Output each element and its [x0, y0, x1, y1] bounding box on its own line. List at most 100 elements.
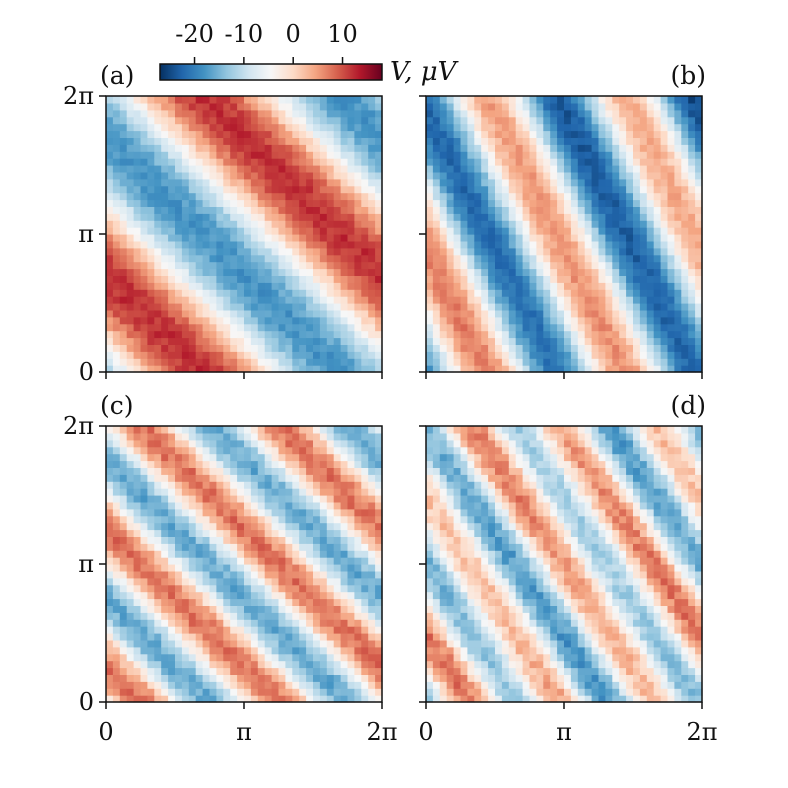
heatmap-cell [453, 358, 462, 366]
heatmap-cell [147, 316, 155, 325]
heatmap-cell [292, 351, 300, 359]
heatmap-cell [188, 303, 197, 311]
heatmap-cell [577, 358, 586, 366]
heatmap-cell [140, 612, 148, 620]
heatmap-cell [426, 358, 434, 366]
heatmap-cell [446, 96, 455, 104]
heatmap-cell [209, 116, 217, 125]
heatmap-cell [175, 667, 183, 675]
heatmap-cell [223, 151, 231, 159]
heatmap-cell [653, 234, 662, 242]
heatmap-cell [467, 268, 475, 276]
heatmap-cell [126, 144, 135, 152]
heatmap-cell [347, 109, 355, 118]
heatmap-cell [292, 577, 300, 586]
heatmap-cell [439, 543, 448, 551]
heatmap-cell [216, 453, 224, 462]
heatmap-cell [598, 178, 606, 187]
heatmap-cell [299, 522, 307, 531]
heatmap-cell [340, 432, 349, 441]
heatmap-cell [230, 116, 238, 125]
heatmap-cell [147, 206, 155, 214]
heatmap-cell [299, 605, 307, 613]
heatmap-cell [278, 220, 286, 228]
heatmap-cell [126, 564, 135, 572]
heatmap-cell [460, 268, 468, 276]
heatmap-cell [653, 323, 662, 332]
heatmap-cell [667, 261, 675, 270]
heatmap-cell [285, 282, 293, 290]
heatmap-cell [244, 268, 252, 276]
heatmap-cell [237, 695, 245, 703]
heatmap-cell [154, 337, 162, 345]
heatmap-cell [271, 358, 280, 366]
heatmap-cell [209, 467, 217, 475]
heatmap-cell [319, 96, 328, 104]
heatmap-cell [168, 508, 176, 517]
heatmap-cell [605, 351, 613, 359]
heatmap-cell [426, 261, 434, 270]
heatmap-cell [181, 508, 190, 517]
heatmap-cell [195, 282, 204, 290]
heatmap-cell [543, 303, 551, 311]
heatmap-cell [285, 96, 293, 104]
heatmap-cell [474, 199, 482, 207]
heatmap-cell [681, 116, 689, 125]
heatmap-cell [106, 365, 114, 373]
heatmap-cell [660, 330, 669, 339]
heatmap-cell [326, 646, 335, 655]
heatmap-cell [202, 158, 211, 166]
heatmap-cell [195, 536, 204, 544]
heatmap-cell [244, 261, 252, 270]
heatmap-cell [223, 439, 231, 448]
heatmap-cell [446, 474, 455, 482]
heatmap-cell [195, 688, 204, 696]
heatmap-cell [223, 612, 231, 620]
heatmap-cell [639, 192, 648, 201]
heatmap-cell [195, 577, 204, 586]
heatmap-cell [529, 365, 537, 373]
heatmap-cell [626, 296, 634, 304]
heatmap-cell [140, 275, 148, 283]
heatmap-cell [495, 316, 503, 325]
heatmap-cell [439, 446, 448, 455]
heatmap-cell [375, 337, 383, 345]
heatmap-cell [230, 130, 238, 138]
heatmap-cell [195, 358, 204, 366]
heatmap-cell [326, 316, 335, 325]
heatmap-cell [577, 337, 586, 345]
heatmap-cell [168, 488, 176, 496]
heatmap-cell [133, 529, 142, 537]
heatmap-cell [354, 344, 362, 352]
heatmap-cell [250, 254, 259, 263]
heatmap-cell [508, 102, 517, 111]
heatmap-cell [446, 158, 455, 166]
heatmap-cell [481, 109, 489, 118]
heatmap-cell [244, 653, 252, 662]
heatmap-cell [453, 247, 462, 256]
heatmap-cell [209, 426, 217, 434]
heatmap-cell [126, 344, 135, 352]
heatmap-cell [264, 240, 273, 249]
heatmap-cell [119, 165, 128, 173]
heatmap-cell [119, 330, 128, 339]
heatmap-cell [202, 543, 211, 551]
heatmap-cell [278, 667, 286, 675]
colorbar-ticks: -20 -10 0 10 [175, 20, 358, 64]
heatmap-cell [375, 130, 383, 138]
heatmap-cell [439, 488, 448, 496]
heatmap-cell [237, 598, 245, 606]
heatmap-cell [209, 240, 217, 249]
heatmap-cell [333, 275, 342, 283]
heatmap-cell [319, 570, 328, 579]
heatmap-cell [564, 227, 572, 235]
heatmap-cell [126, 536, 135, 544]
heatmap-cell [237, 282, 245, 290]
heatmap-cell [354, 144, 362, 152]
heatmap-cell [188, 351, 197, 359]
heatmap-cell [154, 674, 162, 682]
heatmap-cell [299, 474, 307, 482]
heatmap-cell [653, 220, 662, 228]
heatmap-cell [202, 234, 211, 242]
heatmap-cell [347, 522, 355, 531]
